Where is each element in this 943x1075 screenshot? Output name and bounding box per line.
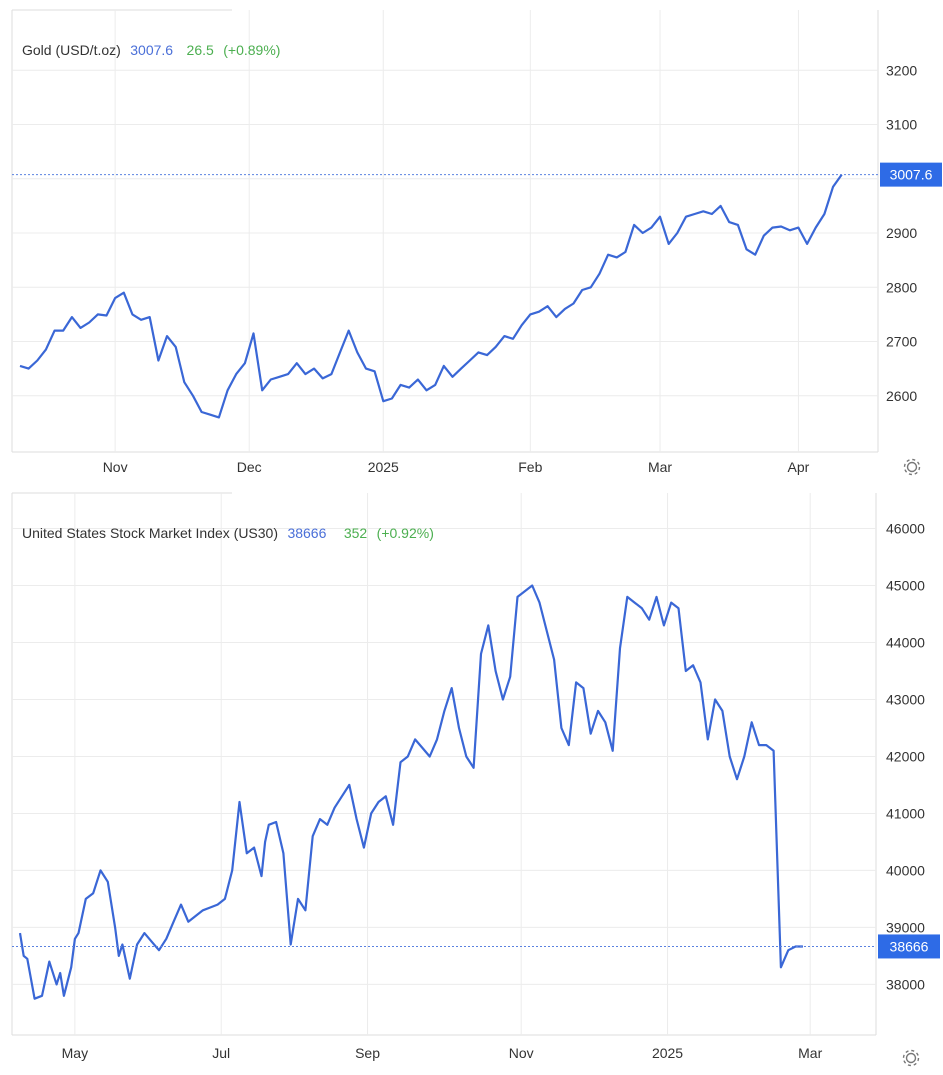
gold-y-axis: 2600270028002900300031003200 bbox=[886, 62, 917, 404]
gold-last-price-badge: 3007.6 bbox=[12, 162, 942, 187]
dow-y-tick-label: 39000 bbox=[886, 919, 925, 935]
gold-chart-title: Gold (USD/t.oz) bbox=[22, 42, 121, 58]
dow-badge-box bbox=[878, 934, 940, 959]
gold-x-tick-label: 2025 bbox=[368, 459, 399, 475]
gold-series-line bbox=[19, 173, 843, 419]
us30-y-axis: 38000 39000 40000 41000 42000 43000 44000 45000… bbox=[886, 520, 925, 992]
gold-y-tick-label: 2600 bbox=[886, 388, 917, 404]
dow-y-tick-label: 45000 bbox=[886, 577, 925, 593]
gold-chart-panel: Gold (USD/t.oz) 3007.6 26.5 (+0.89%) 260… bbox=[0, 0, 943, 488]
dow-series-line bbox=[18, 584, 803, 1000]
us30-series bbox=[18, 584, 803, 1000]
gold-chart: Gold (USD/t.oz) 3007.6 26.5 (+0.89%) 260… bbox=[11, 9, 942, 476]
gold-y-tick-label: 3100 bbox=[886, 117, 917, 133]
us30-chart-panel: United States Stock Market Index (US30) … bbox=[0, 488, 943, 1075]
dow-x-tick-label: Sep bbox=[355, 1045, 380, 1061]
dow-x-tick-label: Jul bbox=[212, 1045, 230, 1061]
dow-y-tick-label: 38000 bbox=[886, 976, 925, 992]
us30-chart: United States Stock Market Index (US30) … bbox=[11, 492, 940, 1067]
gold-x-tick-label: Feb bbox=[518, 459, 542, 475]
us30-last-price-badge: 38666 bbox=[12, 934, 940, 959]
gold-last-value: 3007.6 bbox=[130, 42, 173, 58]
gold-series bbox=[19, 173, 843, 419]
dow-x-tick-label: Mar bbox=[798, 1045, 822, 1061]
us30-change: 352 bbox=[344, 525, 368, 541]
dow-x-tick-label: 2025 bbox=[652, 1045, 683, 1061]
gold-x-tick-label: Dec bbox=[237, 459, 262, 475]
us30-grid bbox=[11, 492, 877, 1036]
gold-badge-text: 3007.6 bbox=[890, 167, 933, 183]
dow-y-tick-label: 41000 bbox=[886, 805, 925, 821]
svg-text:United States Stock Market Ind: United States Stock Market Index (US30) … bbox=[22, 525, 434, 542]
gold-x-tick-label: Nov bbox=[103, 459, 128, 475]
gold-x-tick-label: Mar bbox=[648, 459, 672, 475]
gold-grid bbox=[11, 9, 879, 453]
gold-settings-gear-icon[interactable] bbox=[903, 458, 921, 476]
gold-x-axis: Nov Dec 2025 Feb Mar Apr bbox=[103, 459, 810, 475]
us30-last-value: 38666 bbox=[287, 525, 326, 541]
gold-y-tick-label: 2800 bbox=[886, 279, 917, 295]
svg-text:Gold (USD/t.oz) 3007.6: Gold (USD/t.oz) 3007.6 26.5 (+0.89%) bbox=[22, 42, 280, 59]
gold-y-tick-label: 3200 bbox=[886, 62, 917, 78]
dow-x-tick-label: Nov bbox=[509, 1045, 534, 1061]
dow-y-tick-label: 46000 bbox=[886, 520, 925, 536]
gold-change: 26.5 bbox=[187, 42, 214, 58]
gold-x-tick-label: Apr bbox=[788, 459, 810, 475]
dow-y-tick-label: 42000 bbox=[886, 748, 925, 764]
gold-y-tick-label: 2900 bbox=[886, 225, 917, 241]
dow-y-tick-label: 40000 bbox=[886, 862, 925, 878]
us30-x-axis: May Jul Sep Nov 2025 Mar bbox=[62, 1045, 823, 1061]
dow-x-tick-label: May bbox=[62, 1045, 88, 1061]
dow-y-tick-label: 44000 bbox=[886, 634, 925, 650]
us30-chart-title: United States Stock Market Index (US30) bbox=[22, 525, 278, 541]
dow-y-tick-label: 43000 bbox=[886, 691, 925, 707]
dow-badge-text: 38666 bbox=[890, 938, 929, 954]
us30-settings-gear-icon[interactable] bbox=[902, 1049, 920, 1067]
gold-badge-box bbox=[880, 162, 942, 187]
gold-y-tick-label: 2700 bbox=[886, 334, 917, 350]
us30-change-pct: (+0.92%) bbox=[377, 525, 434, 541]
gold-change-pct: (+0.89%) bbox=[223, 42, 280, 58]
